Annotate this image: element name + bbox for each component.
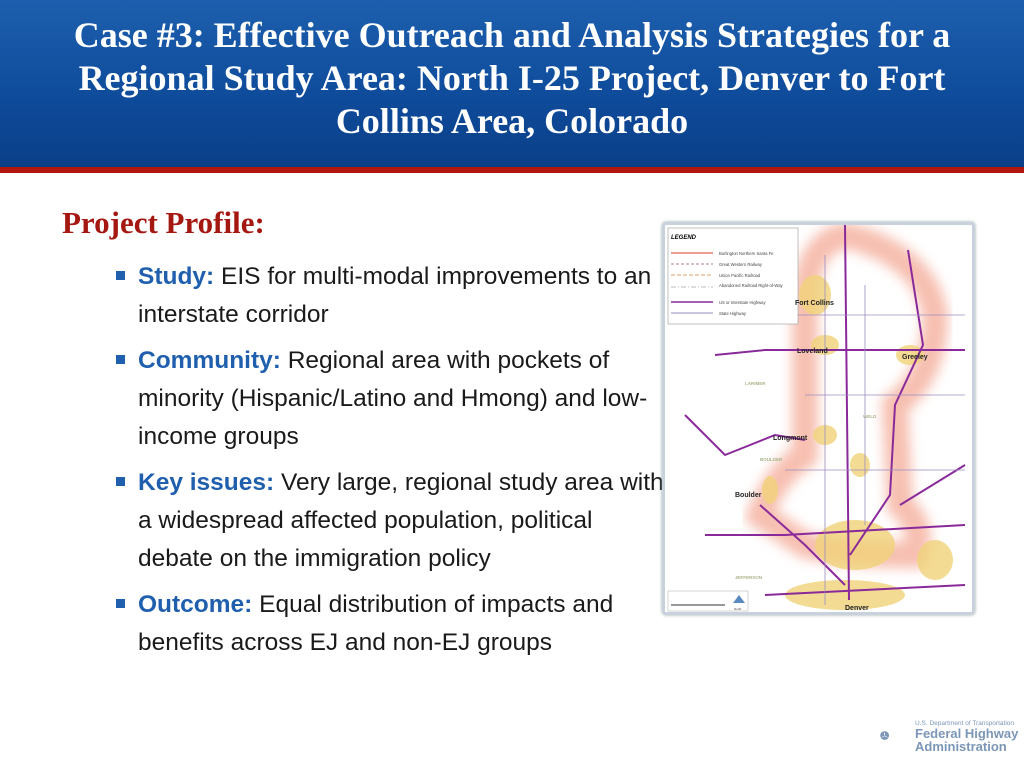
legend-item: Abandoned Railroad Right-of-Way [719,283,784,288]
bullet-square-icon [116,599,125,608]
north-label: North [734,607,742,611]
bullet-key: Study: [138,263,215,290]
county-label: LARIMER [745,381,766,386]
legend-item: US or Interstate Highway [719,300,766,305]
title-banner [0,0,1024,167]
bullet-key: Community: [138,347,281,374]
county-label: BOULDER [760,457,783,462]
bullet-square-icon [116,477,125,486]
bullet-square-icon [116,355,125,364]
city-label: Longmont [773,435,808,442]
north-arrow-icon [733,595,745,603]
bullet-community: Community: Regional area with pockets of… [112,342,672,456]
city-label: Fort Collins [795,300,834,307]
title-divider [0,167,1024,173]
county-label: WELD [863,414,877,419]
corridor-map: LEGEND Burlington Northern Santa Fe Grea… [662,221,975,615]
logo-line: Administration [915,739,1007,754]
bullet-key-issues: Key issues: Very large, regional study a… [112,464,672,578]
logo-line: U.S. Department of Transportation [915,720,1014,727]
legend-item: Burlington Northern Santa Fe [719,251,774,256]
county-label: JEFFERSON [735,575,762,580]
bullet-text: Equal distribution of impacts and benefi… [138,591,614,656]
bullet-outcome: Outcome: Equal distribution of impacts a… [112,586,672,662]
bullet-text: EIS for multi-modal improvements to an i… [138,263,652,328]
bullet-study: Study: EIS for multi-modal improvements … [112,258,672,334]
bullet-text: Very large, regional study area with a w… [138,469,664,572]
city-label: Denver [845,605,869,612]
city-label: Boulder [735,492,762,499]
city-label: Loveland [797,348,828,355]
logo-line: Federal Highway [915,726,1019,741]
legend-item: Great Western Railway [719,262,763,267]
fhwa-logo-text: U.S. Department of Transportation Federa… [915,720,1018,753]
city-label: Greeley [902,354,928,361]
fhwa-logo [880,731,889,740]
section-heading: Project Profile: [62,205,265,240]
bullet-key: Outcome: [138,591,253,618]
legend-item: State Highway [719,311,747,316]
bullet-square-icon [116,271,125,280]
legend-item: Union Pacific Railroad [719,273,761,278]
bullet-key: Key issues: [138,469,275,496]
slide-title: Case #3: Effective Outreach and Analysis… [73,15,951,141]
bullet-text: Regional area with pockets of minority (… [138,347,648,450]
bullet-list: Study: EIS for multi-modal improvements … [112,258,672,670]
map-legend-title: LEGEND [671,235,697,241]
